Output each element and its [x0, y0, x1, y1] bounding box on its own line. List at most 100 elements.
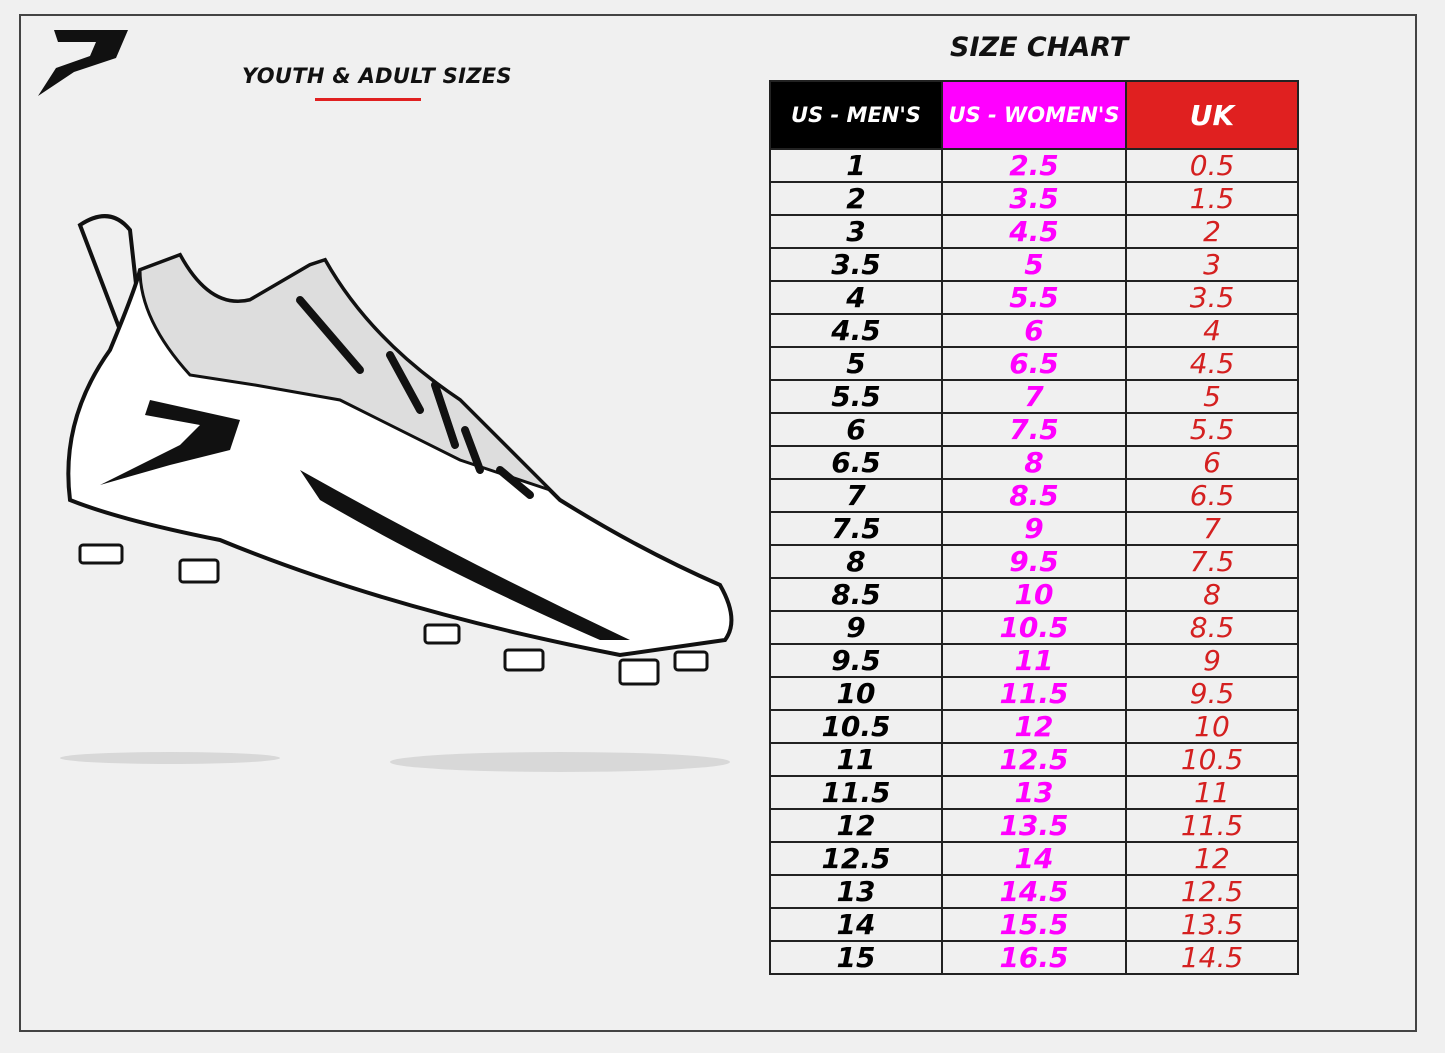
table-row: 11 12.5 10.5: [769, 742, 1299, 777]
cell-us-mens: 8.5: [769, 577, 943, 612]
table-row: 1 2.5 0.5: [769, 148, 1299, 183]
cell-uk: 14.5: [1125, 940, 1299, 975]
cell-us-mens: 4.5: [769, 313, 943, 348]
cell-uk: 2: [1125, 214, 1299, 249]
cell-uk: 7.5: [1125, 544, 1299, 579]
cell-us-womens: 14.5: [941, 874, 1127, 909]
cell-uk: 8.5: [1125, 610, 1299, 645]
cleat-illustration: [60, 214, 734, 772]
cell-uk: 9: [1125, 643, 1299, 678]
cell-us-mens: 12.5: [769, 841, 943, 876]
table-row: 11.5 13 11: [769, 775, 1299, 810]
cell-us-womens: 4.5: [941, 214, 1127, 249]
cell-uk: 11.5: [1125, 808, 1299, 843]
cell-us-womens: 12: [941, 709, 1127, 744]
cell-us-womens: 2.5: [941, 148, 1127, 183]
table-header-row: US - MEN'S US - WOMEN'S UK: [769, 80, 1299, 150]
brand-logo-icon: [38, 30, 128, 96]
table-row: 7 8.5 6.5: [769, 478, 1299, 513]
table-row: 8.5 10 8: [769, 577, 1299, 612]
cell-us-mens: 14: [769, 907, 943, 942]
cell-uk: 11: [1125, 775, 1299, 810]
table-row: 13 14.5 12.5: [769, 874, 1299, 909]
cell-uk: 8: [1125, 577, 1299, 612]
cell-us-mens: 10.5: [769, 709, 943, 744]
cell-us-womens: 12.5: [941, 742, 1127, 777]
cell-us-womens: 16.5: [941, 940, 1127, 975]
cell-uk: 3.5: [1125, 280, 1299, 315]
cell-us-womens: 8: [941, 445, 1127, 480]
cell-us-womens: 13: [941, 775, 1127, 810]
cell-us-womens: 6: [941, 313, 1127, 348]
cell-us-mens: 8: [769, 544, 943, 579]
cell-uk: 12: [1125, 841, 1299, 876]
table-row: 2 3.5 1.5: [769, 181, 1299, 216]
table-row: 15 16.5 14.5: [769, 940, 1299, 975]
table-row: 5 6.5 4.5: [769, 346, 1299, 381]
cell-uk: 1.5: [1125, 181, 1299, 216]
column-header-us-mens: US - MEN'S: [769, 80, 943, 150]
table-row: 5.5 7 5: [769, 379, 1299, 414]
cell-uk: 10: [1125, 709, 1299, 744]
cell-uk: 7: [1125, 511, 1299, 546]
cell-uk: 6.5: [1125, 478, 1299, 513]
cell-us-womens: 8.5: [941, 478, 1127, 513]
cell-us-mens: 11.5: [769, 775, 943, 810]
table-row: 10.5 12 10: [769, 709, 1299, 744]
table-row: 14 15.5 13.5: [769, 907, 1299, 942]
column-header-us-womens: US - WOMEN'S: [941, 80, 1127, 150]
cell-us-womens: 9.5: [941, 544, 1127, 579]
subtitle: YOUTH & ADULT SIZES: [242, 64, 512, 88]
cell-us-mens: 13: [769, 874, 943, 909]
cell-us-mens: 7.5: [769, 511, 943, 546]
cell-us-womens: 5: [941, 247, 1127, 282]
cell-us-mens: 7: [769, 478, 943, 513]
cell-uk: 4.5: [1125, 346, 1299, 381]
page-frame: [19, 14, 1417, 1032]
cell-us-mens: 5: [769, 346, 943, 381]
cell-uk: 10.5: [1125, 742, 1299, 777]
cell-us-womens: 3.5: [941, 181, 1127, 216]
cell-us-womens: 10.5: [941, 610, 1127, 645]
cell-uk: 6: [1125, 445, 1299, 480]
cell-us-womens: 13.5: [941, 808, 1127, 843]
cell-us-womens: 10: [941, 577, 1127, 612]
cell-us-mens: 15: [769, 940, 943, 975]
cell-uk: 9.5: [1125, 676, 1299, 711]
column-header-uk: UK: [1125, 80, 1299, 150]
chart-title: SIZE CHART: [950, 32, 1129, 63]
cell-us-womens: 7.5: [941, 412, 1127, 447]
cell-us-womens: 11: [941, 643, 1127, 678]
table-row: 9 10.5 8.5: [769, 610, 1299, 645]
table-row: 6.5 8 6: [769, 445, 1299, 480]
table-row: 10 11.5 9.5: [769, 676, 1299, 711]
cell-us-mens: 3.5: [769, 247, 943, 282]
cell-us-mens: 9.5: [769, 643, 943, 678]
cell-us-womens: 11.5: [941, 676, 1127, 711]
table-row: 3.5 5 3: [769, 247, 1299, 282]
subtitle-underline: [315, 98, 421, 101]
cell-uk: 5.5: [1125, 412, 1299, 447]
cell-us-womens: 15.5: [941, 907, 1127, 942]
cell-us-mens: 4: [769, 280, 943, 315]
table-row: 7.5 9 7: [769, 511, 1299, 546]
cell-uk: 0.5: [1125, 148, 1299, 183]
cell-us-mens: 11: [769, 742, 943, 777]
cell-us-womens: 14: [941, 841, 1127, 876]
cell-us-mens: 10: [769, 676, 943, 711]
cell-uk: 13.5: [1125, 907, 1299, 942]
cell-us-mens: 6.5: [769, 445, 943, 480]
cell-us-mens: 2: [769, 181, 943, 216]
cell-us-womens: 9: [941, 511, 1127, 546]
cell-uk: 4: [1125, 313, 1299, 348]
cell-us-mens: 1: [769, 148, 943, 183]
cell-us-mens: 9: [769, 610, 943, 645]
table-row: 12 13.5 11.5: [769, 808, 1299, 843]
size-chart-table: US - MEN'S US - WOMEN'S UK 1 2.5 0.5 2 3.5 1.…: [769, 80, 1299, 975]
table-row: 3 4.5 2: [769, 214, 1299, 249]
table-row: 6 7.5 5.5: [769, 412, 1299, 447]
cell-us-mens: 6: [769, 412, 943, 447]
cell-us-womens: 7: [941, 379, 1127, 414]
table-row: 4 5.5 3.5: [769, 280, 1299, 315]
cell-uk: 3: [1125, 247, 1299, 282]
